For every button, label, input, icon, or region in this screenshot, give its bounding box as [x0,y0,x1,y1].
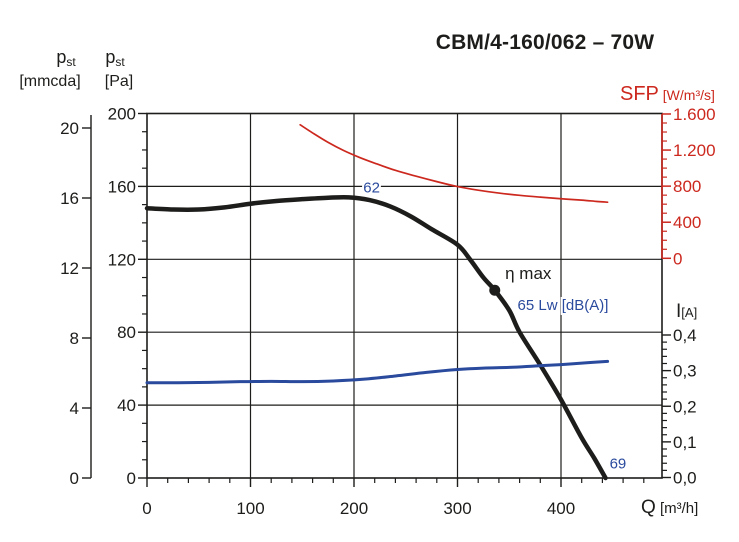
flow-axis-title: Q [m³/h] [641,497,698,518]
mmcda-tick-label: 0 [70,469,79,488]
q-tick-label: 0 [142,499,151,518]
q-tick-label: 400 [547,499,575,518]
curve-annotation-2: 65 Lw [dB(A)] [518,297,609,314]
mmcda-unit-label: [mmcda] [19,73,80,90]
current-tick-label: 0,3 [673,362,697,381]
pst-mmcda-axis-title: pst [56,47,76,69]
sfp-tick-label: 0 [673,249,682,268]
mmcda-tick-label: 8 [70,329,79,348]
pa-tick-label: 200 [108,105,136,124]
chart-title: CBM/4-160/062 – 70W [435,31,655,54]
pst-pa-axis-title: pst [105,47,125,69]
current-tick-label: 0,2 [673,397,697,416]
current-curve [145,359,610,385]
eta-max-marker [489,284,501,296]
current-axis-title: I[A] [676,301,697,322]
plot-border [146,112,663,479]
sfp-axis-title: SFP [W/m³/s] [620,83,715,105]
specific-fan-power-curve [299,123,609,204]
sfp-tick-label: 1.200 [673,141,716,160]
pa-tick-label: 120 [108,250,136,269]
pa-tick-label: 80 [117,323,136,342]
pa-tick-label: 40 [117,396,136,415]
curve-annotation-0: 62 [363,179,380,196]
q-tick-label: 300 [443,499,471,518]
mmcda-tick-label: 20 [60,119,79,138]
q-tick-label: 100 [236,499,264,518]
static-pressure-curve [144,194,608,481]
sfp-tick-label: 1.600 [673,105,716,124]
curve-annotation-1: η max [505,264,552,283]
current-tick-label: 0,1 [673,433,697,452]
pa-tick-label: 160 [108,177,136,196]
mmcda-tick-label: 16 [60,189,79,208]
mmcda-tick-label: 4 [70,399,79,418]
current-tick-label: 0,0 [673,469,697,488]
mmcda-tick-label: 12 [60,259,79,278]
pa-unit-label: [Pa] [105,73,133,90]
pa-tick-label: 0 [127,469,136,488]
sfp-tick-label: 400 [673,213,701,232]
sfp-tick-label: 800 [673,177,701,196]
q-tick-label: 200 [340,499,368,518]
current-tick-label: 0,4 [673,326,697,345]
curve-annotation-3: 69 [610,455,627,472]
